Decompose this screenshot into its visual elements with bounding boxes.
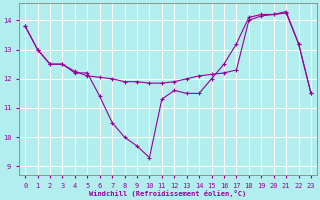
- X-axis label: Windchill (Refroidissement éolien,°C): Windchill (Refroidissement éolien,°C): [90, 190, 247, 197]
